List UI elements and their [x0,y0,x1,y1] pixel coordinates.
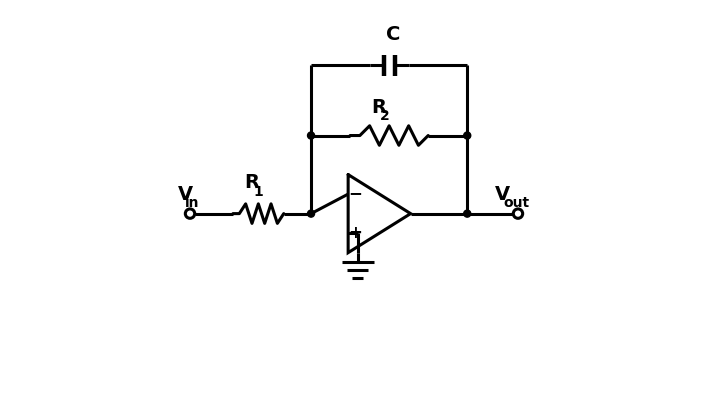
Text: 2: 2 [380,109,390,124]
Circle shape [307,210,314,217]
Circle shape [307,132,314,139]
Circle shape [464,210,471,217]
Text: R: R [372,98,387,117]
Circle shape [464,132,471,139]
Text: R: R [245,173,260,192]
Text: −: − [348,184,362,202]
Text: V: V [496,185,510,204]
Text: +: + [348,224,362,242]
Text: in: in [185,196,200,211]
Text: C: C [386,25,401,44]
Text: 1: 1 [253,185,263,199]
Text: V: V [178,185,193,204]
Text: out: out [503,196,530,211]
